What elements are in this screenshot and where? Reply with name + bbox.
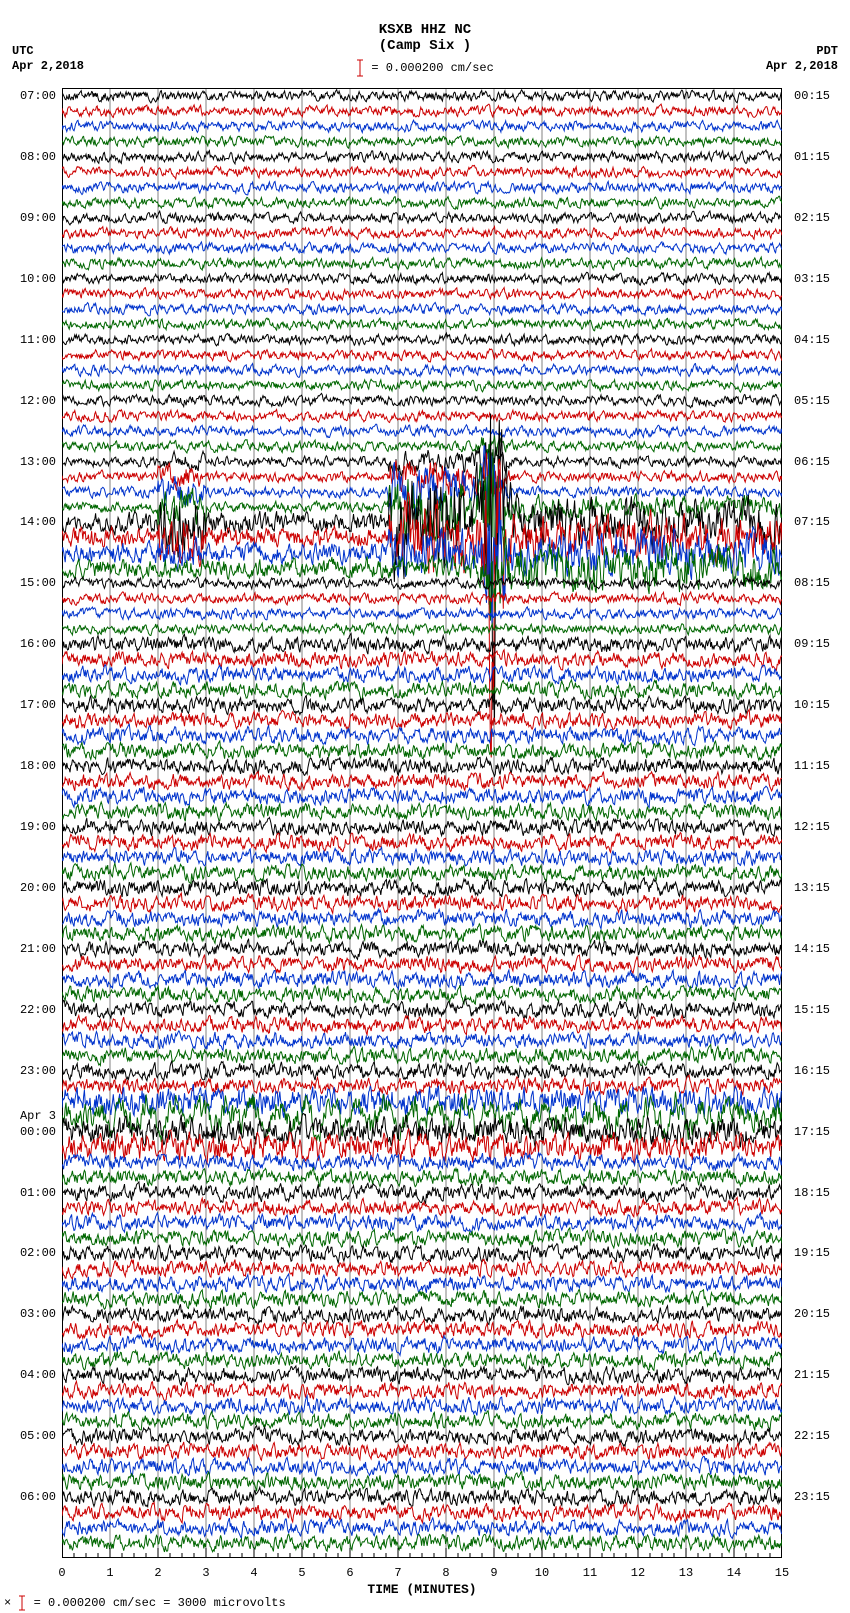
- right-time-label: 18:15: [794, 1187, 850, 1199]
- x-tick-label: 3: [202, 1566, 209, 1580]
- x-tick-label: 0: [58, 1566, 65, 1580]
- x-tick-label: 2: [154, 1566, 161, 1580]
- tz-left-block: UTC Apr 2,2018: [12, 44, 84, 74]
- left-time-label: 18:00: [0, 760, 56, 772]
- right-time-label: 07:15: [794, 516, 850, 528]
- x-tick-label: 6: [346, 1566, 353, 1580]
- chart-title: KSXB HHZ NC (Camp Six ): [0, 22, 850, 54]
- x-tick-label: 1: [106, 1566, 113, 1580]
- left-time-label: 17:00: [0, 699, 56, 711]
- right-time-label: 14:15: [794, 943, 850, 955]
- right-time-label: 17:15: [794, 1126, 850, 1138]
- x-tick-label: 10: [535, 1566, 549, 1580]
- right-time-label: 23:15: [794, 1491, 850, 1503]
- left-time-label: 14:00: [0, 516, 56, 528]
- left-time-label: 05:00: [0, 1430, 56, 1442]
- scale-bar-icon: [356, 58, 364, 78]
- x-axis: TIME (MINUTES) 0123456789101112131415: [62, 1560, 782, 1600]
- right-time-label: 10:15: [794, 699, 850, 711]
- left-time-label: 23:00: [0, 1065, 56, 1077]
- tz-left-date: Apr 2,2018: [12, 59, 84, 74]
- right-time-label: 02:15: [794, 212, 850, 224]
- right-time-label: 08:15: [794, 577, 850, 589]
- x-tick-label: 13: [679, 1566, 693, 1580]
- x-tick-label: 9: [490, 1566, 497, 1580]
- plot-area: [62, 88, 782, 1558]
- left-time-label: 16:00: [0, 638, 56, 650]
- tz-right-block: PDT Apr 2,2018: [766, 44, 838, 74]
- scale-indicator: = 0.000200 cm/sec: [0, 58, 850, 78]
- x-tick-label: 15: [775, 1566, 789, 1580]
- right-time-label: 03:15: [794, 273, 850, 285]
- left-time-label: 09:00: [0, 212, 56, 224]
- right-time-label: 12:15: [794, 821, 850, 833]
- left-time-label: 21:00: [0, 943, 56, 955]
- right-time-label: 09:15: [794, 638, 850, 650]
- left-time-label: 11:00: [0, 334, 56, 346]
- left-time-label: 04:00: [0, 1369, 56, 1381]
- right-time-label: 20:15: [794, 1308, 850, 1320]
- tz-left-name: UTC: [12, 44, 84, 59]
- left-time-label: 01:00: [0, 1187, 56, 1199]
- left-time-label: 03:00: [0, 1308, 56, 1320]
- right-time-labels: 00:15 01:15 02:15 03:15 04:15 05:15 06:15 07:15…: [792, 88, 850, 1558]
- right-time-label: 04:15: [794, 334, 850, 346]
- title-line2: (Camp Six ): [0, 38, 850, 54]
- left-time-label: 07:00: [0, 90, 56, 102]
- right-time-label: 06:15: [794, 456, 850, 468]
- left-time-label: Apr 3: [0, 1110, 56, 1122]
- right-time-label: 11:15: [794, 760, 850, 772]
- left-time-label: 08:00: [0, 151, 56, 163]
- footer-prefix: ×: [4, 1596, 11, 1610]
- footer-scale: × = 0.000200 cm/sec = 3000 microvolts: [4, 1595, 286, 1611]
- left-time-labels: 07:00 08:00 09:00 10:00 11:00 12:00 13:00 14:00…: [0, 88, 58, 1558]
- left-time-label: 19:00: [0, 821, 56, 833]
- scale-text: = 0.000200 cm/sec: [364, 61, 494, 75]
- left-time-label: 13:00: [0, 456, 56, 468]
- left-time-label: 20:00: [0, 882, 56, 894]
- left-time-label: 00:00: [0, 1126, 56, 1138]
- seismograph-svg: [62, 88, 782, 1558]
- x-tick-label: 14: [727, 1566, 741, 1580]
- right-time-label: 05:15: [794, 395, 850, 407]
- seismograph-page: KSXB HHZ NC (Camp Six ) = 0.000200 cm/se…: [0, 0, 850, 1613]
- left-time-label: 10:00: [0, 273, 56, 285]
- right-time-label: 13:15: [794, 882, 850, 894]
- x-tick-label: 8: [442, 1566, 449, 1580]
- right-time-label: 19:15: [794, 1247, 850, 1259]
- left-time-label: 02:00: [0, 1247, 56, 1259]
- x-tick-label: 4: [250, 1566, 257, 1580]
- right-time-label: 22:15: [794, 1430, 850, 1442]
- tz-right-name: PDT: [766, 44, 838, 59]
- left-time-label: 22:00: [0, 1004, 56, 1016]
- right-time-label: 01:15: [794, 151, 850, 163]
- right-time-label: 00:15: [794, 90, 850, 102]
- x-tick-label: 5: [298, 1566, 305, 1580]
- x-tick-label: 7: [394, 1566, 401, 1580]
- title-line1: KSXB HHZ NC: [0, 22, 850, 38]
- x-tick-label: 12: [631, 1566, 645, 1580]
- left-time-label: 12:00: [0, 395, 56, 407]
- x-tick-label: 11: [583, 1566, 597, 1580]
- footer-scale-text: = 0.000200 cm/sec = 3000 microvolts: [26, 1596, 285, 1610]
- left-time-label: 06:00: [0, 1491, 56, 1503]
- left-time-label: 15:00: [0, 577, 56, 589]
- right-time-label: 16:15: [794, 1065, 850, 1077]
- right-time-label: 21:15: [794, 1369, 850, 1381]
- right-time-label: 15:15: [794, 1004, 850, 1016]
- tz-right-date: Apr 2,2018: [766, 59, 838, 74]
